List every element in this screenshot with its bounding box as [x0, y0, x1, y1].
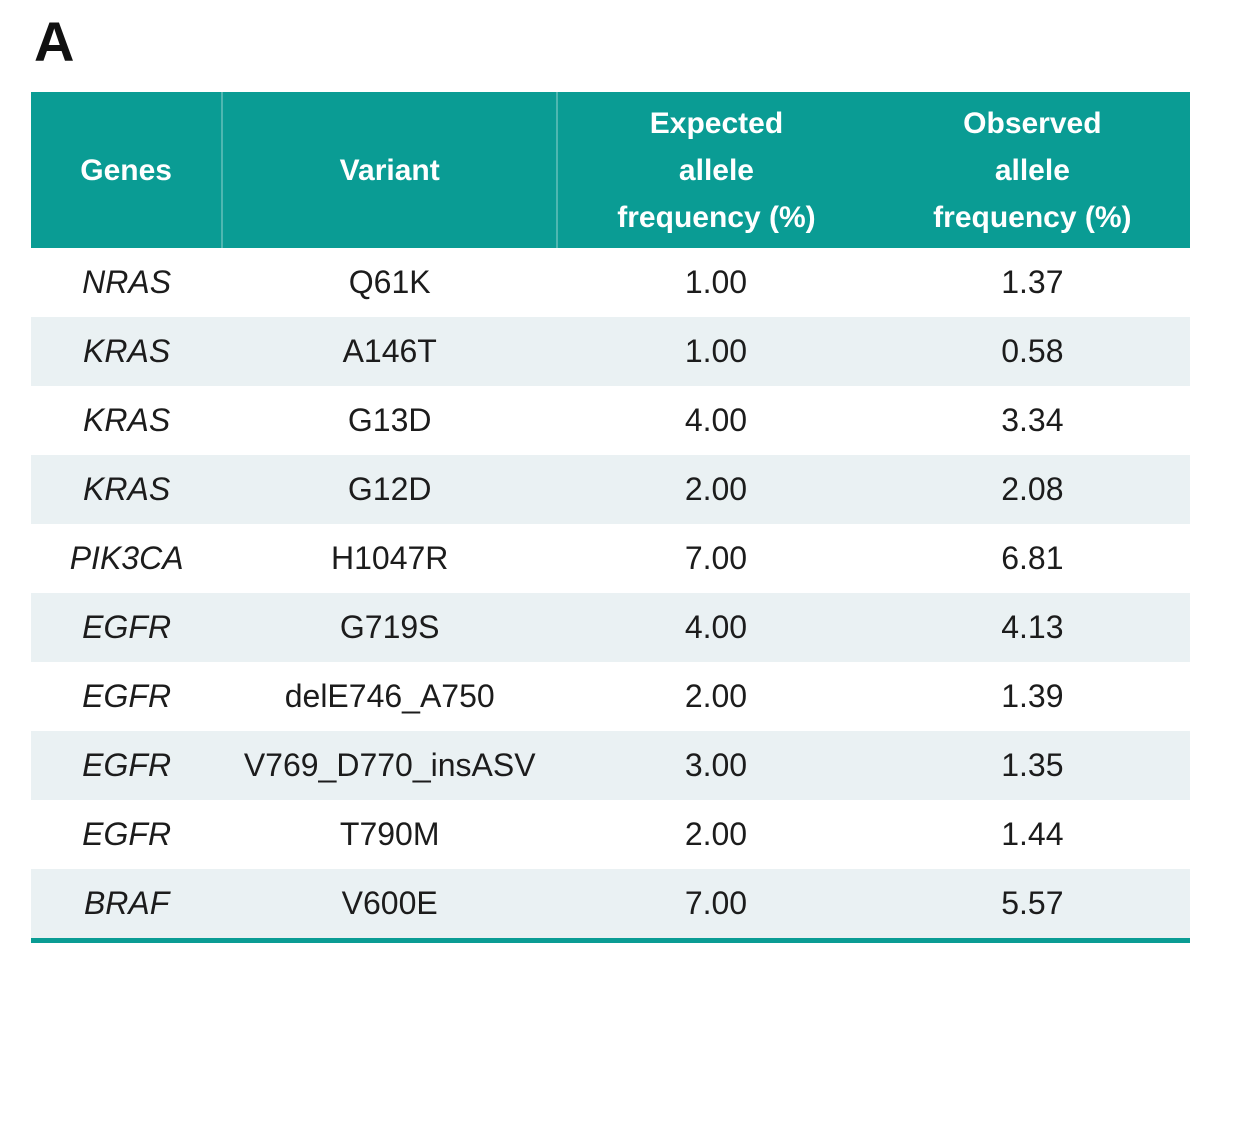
observed-frequency-cell: 2.08	[1001, 471, 1064, 507]
table-row: EGFR G719S 4.00 4.13	[31, 593, 1190, 662]
gene-cell: PIK3CA	[69, 540, 184, 576]
expected-frequency-cell: 2.00	[684, 816, 748, 852]
panel-label: A	[34, 10, 75, 73]
variant-cell: A146T	[342, 333, 437, 369]
observed-frequency-cell: 5.57	[1001, 885, 1064, 921]
expected-frequency-cell: 7.00	[684, 885, 748, 921]
observed-frequency-cell: 1.35	[1001, 747, 1064, 783]
table-row: KRAS A146T 1.00 0.58	[31, 317, 1190, 386]
table-row: EGFR delE746_A750 2.00 1.39	[31, 662, 1190, 731]
table-row: BRAF V600E 7.00 5.57	[31, 869, 1190, 941]
variant-frequency-table: Genes Variant Expected allele frequency …	[31, 92, 1190, 943]
table-row: KRAS G13D 4.00 3.34	[31, 386, 1190, 455]
gene-cell: EGFR	[82, 678, 172, 714]
gene-cell: KRAS	[83, 402, 171, 438]
table-row: EGFR V769_D770_insASV 3.00 1.35	[31, 731, 1190, 800]
variant-cell: G12D	[347, 471, 432, 507]
column-header-variant: Variant	[222, 92, 559, 248]
gene-cell: EGFR	[82, 747, 172, 783]
expected-frequency-cell: 4.00	[684, 609, 748, 645]
table-row: KRAS G12D 2.00 2.08	[31, 455, 1190, 524]
table-row: NRAS Q61K 1.00 1.37	[31, 248, 1190, 317]
gene-cell: BRAF	[83, 885, 170, 921]
gene-cell: EGFR	[82, 816, 172, 852]
observed-frequency-cell: 4.13	[1001, 609, 1064, 645]
variant-cell: T790M	[339, 816, 440, 852]
observed-frequency-cell: 1.39	[1001, 678, 1064, 714]
expected-frequency-cell: 2.00	[684, 471, 748, 507]
gene-cell: EGFR	[82, 609, 172, 645]
observed-frequency-cell: 3.34	[1001, 402, 1064, 438]
variant-cell: G719S	[339, 609, 440, 645]
variant-cell: V600E	[341, 885, 438, 921]
observed-frequency-cell: 1.44	[1001, 816, 1064, 852]
expected-frequency-cell: 1.00	[684, 333, 748, 369]
expected-frequency-cell: 1.00	[684, 264, 748, 300]
table-header-row: Genes Variant Expected allele frequency …	[31, 92, 1190, 248]
column-header-genes: Genes	[31, 92, 224, 248]
gene-cell: NRAS	[82, 264, 172, 300]
variant-cell: V769_D770_insASV	[243, 747, 536, 783]
expected-frequency-cell: 4.00	[684, 402, 748, 438]
expected-frequency-cell: 7.00	[684, 540, 748, 576]
variant-cell: Q61K	[348, 264, 431, 300]
table-row: PIK3CA H1047R 7.00 6.81	[31, 524, 1190, 593]
variant-cell: delE746_A750	[284, 678, 495, 714]
observed-frequency-cell: 0.58	[1001, 333, 1064, 369]
expected-frequency-cell: 3.00	[684, 747, 748, 783]
column-header-expected-allele-frequency: Expected allele frequency (%)	[557, 92, 875, 248]
observed-frequency-cell: 1.37	[1001, 264, 1064, 300]
gene-cell: KRAS	[83, 333, 171, 369]
column-header-observed-allele-frequency: Observed allele frequency (%)	[874, 92, 1190, 248]
variant-cell: G13D	[347, 402, 432, 438]
gene-cell: KRAS	[83, 471, 171, 507]
observed-frequency-cell: 6.81	[1001, 540, 1064, 576]
expected-frequency-cell: 2.00	[684, 678, 748, 714]
variant-cell: H1047R	[331, 540, 449, 576]
table-row: EGFR T790M 2.00 1.44	[31, 800, 1190, 869]
